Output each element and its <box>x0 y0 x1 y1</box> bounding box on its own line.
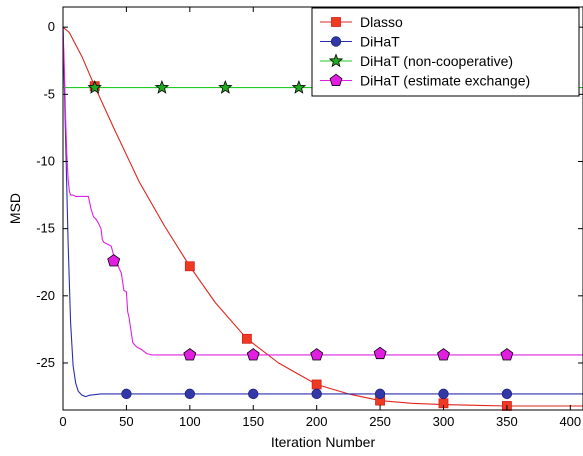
x-tick-label: 150 <box>242 414 264 429</box>
y-tick-label: -15 <box>36 221 55 236</box>
legend-marker-1 <box>330 36 342 47</box>
series-3-marker <box>246 348 260 361</box>
series-2-marker <box>87 80 102 94</box>
series-1-marker <box>248 388 259 400</box>
y-tick-label: -25 <box>36 355 55 370</box>
series-3-marker <box>500 348 514 361</box>
series-3-marker <box>310 348 324 361</box>
series-1-marker <box>374 388 386 400</box>
series-1-marker <box>501 388 513 400</box>
series-1-marker <box>438 388 449 400</box>
legend-marker-2 <box>328 53 344 68</box>
series-2-marker <box>218 80 233 94</box>
series-3-marker <box>183 348 197 361</box>
legend-box <box>311 7 580 97</box>
x-tick-label: 250 <box>369 414 391 429</box>
series-line-0 <box>62 26 583 407</box>
series-0-marker <box>184 261 195 272</box>
legend-label-2: DiHaT (non-cooperative) <box>360 53 513 69</box>
legend-label-3: DiHaT (estimate exchange) <box>360 73 530 89</box>
x-tick-label: 100 <box>179 414 201 429</box>
series-markers-group <box>87 79 514 411</box>
x-tick-label: 0 <box>59 414 66 429</box>
series-1-marker <box>121 388 132 400</box>
series-2-marker <box>291 79 307 94</box>
x-tick-label: 400 <box>559 414 581 429</box>
y-tick-label: -10 <box>36 153 55 168</box>
series-1-marker <box>184 388 196 400</box>
y-tick-label: -5 <box>43 86 55 101</box>
x-tick-label: 300 <box>433 414 455 429</box>
legend-label-1: DiHaT <box>360 34 400 50</box>
series-2-marker <box>154 80 170 94</box>
series-3-marker <box>373 346 387 360</box>
series-3-marker <box>107 254 121 267</box>
legend-label-0: Dlasso <box>360 14 403 30</box>
x-tick-label: 50 <box>119 414 133 429</box>
series-0-marker <box>311 379 322 390</box>
x-axis-label: Iteration Number <box>271 434 376 450</box>
y-tick-label: -20 <box>36 288 55 303</box>
x-tick-label: 350 <box>496 414 518 429</box>
axis-ticks-group: 0 50 100 150 200 250 300 350 400 0 -5 -10 -15 -20 -25 <box>36 7 583 429</box>
series-line-3 <box>62 27 583 356</box>
legend: Dlasso DiHaT DiHaT (non-cooperative) DiHaT … <box>311 7 580 97</box>
series-0-marker <box>242 333 252 344</box>
series-1-marker <box>311 388 322 400</box>
legend-marker-0 <box>331 17 341 27</box>
legend-marker-3 <box>329 73 343 86</box>
x-tick-label: 200 <box>306 414 328 429</box>
series-3-marker <box>437 348 450 361</box>
y-axis-label: MSD <box>7 193 23 224</box>
y-tick-label: 0 <box>48 19 55 34</box>
plot-area-frame <box>62 6 583 411</box>
